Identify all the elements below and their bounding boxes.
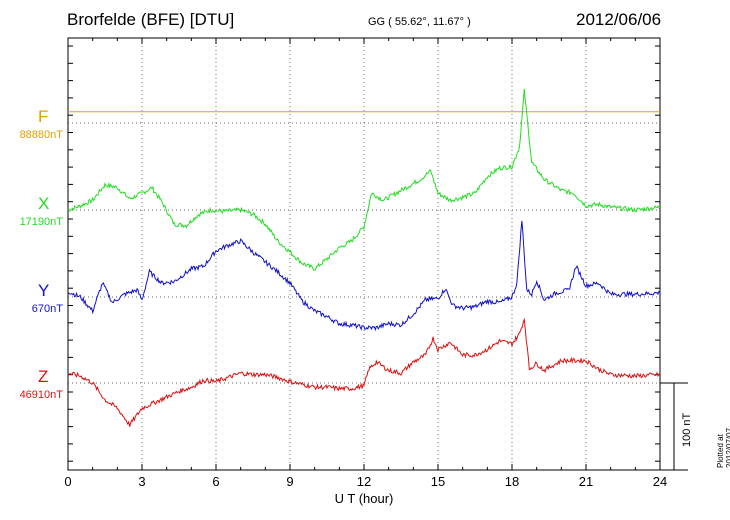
x-tick-label: 9 [286, 474, 293, 489]
station-title: Brorfelde (BFE) [DTU] [67, 10, 235, 29]
x-tick-label: 18 [505, 474, 519, 489]
component-baseline-f: 88880nT [19, 129, 63, 141]
series-z-line [67, 317, 661, 427]
component-letter-y: Y [38, 281, 50, 300]
component-baseline-x: 17190nT [19, 216, 63, 228]
x-tick-label: 12 [357, 474, 371, 489]
component-letter-x: X [38, 194, 50, 213]
x-axis-label: U T (hour) [335, 491, 394, 506]
x-tick-label: 0 [64, 474, 71, 489]
series-y-line [67, 220, 661, 332]
series-x-line [67, 88, 661, 271]
component-baseline-y: 670nT [31, 303, 63, 315]
x-tick-label: 6 [212, 474, 219, 489]
component-letter-z: Z [38, 367, 49, 386]
plotted-timestamp: Plotted at 2012/07/07 01:21 UT [716, 427, 730, 468]
station-coordinates: GG ( 55.62°, 11.67° ) [368, 16, 471, 28]
x-tick-label: 21 [579, 474, 593, 489]
component-letter-f: F [38, 107, 49, 126]
component-baseline-z: 46910nT [19, 389, 63, 401]
x-tick-label: 15 [431, 474, 445, 489]
scale-bar-label: 100 nT [681, 412, 693, 447]
x-tick-label: 24 [653, 474, 667, 489]
date-label: 2012/06/06 [576, 10, 662, 29]
x-tick-label: 3 [138, 474, 145, 489]
